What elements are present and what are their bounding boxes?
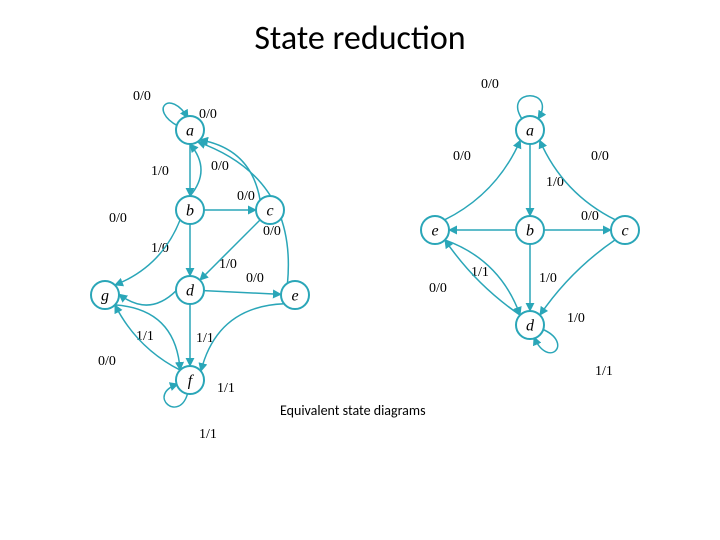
edge-label-c-a: 0/0 bbox=[591, 149, 609, 164]
edge-b-g bbox=[115, 220, 180, 285]
edge-label-g-f: 0/0 bbox=[98, 354, 116, 369]
edge-label-a-a: 0/0 bbox=[133, 89, 151, 104]
state-label-e: e bbox=[431, 223, 438, 240]
edge-label-b-c: 0/0 bbox=[237, 189, 255, 204]
edge-label-a-b: 1/0 bbox=[151, 164, 169, 179]
state-label-d: d bbox=[526, 318, 535, 335]
edge-label-a-a: 0/0 bbox=[481, 77, 499, 92]
edge-label-d-d: 1/1 bbox=[595, 364, 613, 379]
state-diagram-svg: 0/0 1/0 0/0 0/0 0/0 1/0 1/0 0/0 0/0 1/1 1/1 1/1 0/0 0… bbox=[0, 60, 720, 520]
edge-label-c-d: 1/0 bbox=[567, 311, 585, 326]
state-label-c: c bbox=[621, 223, 628, 240]
edge-label-f-f: 1/1 bbox=[199, 427, 217, 442]
edge-label-b-g: 0/0 bbox=[109, 211, 127, 226]
state-label-b: b bbox=[186, 203, 194, 220]
state-label-a: a bbox=[526, 123, 534, 140]
edge-label-c-d: 1/0 bbox=[219, 257, 237, 272]
edge-label-e-f: 1/1 bbox=[217, 381, 235, 396]
edge-label-b-d: 1/0 bbox=[539, 271, 557, 286]
page-title: State reduction bbox=[0, 18, 720, 59]
state-label-a: a bbox=[186, 123, 194, 140]
edge-label-e-d: 0/0 bbox=[429, 281, 447, 296]
edge-d-g bbox=[119, 291, 176, 305]
edge-label-e-a: 0/0 bbox=[263, 224, 281, 239]
edge-label-c-a: 0/0 bbox=[199, 107, 217, 122]
state-label-c: c bbox=[266, 203, 273, 220]
edge-b-a bbox=[190, 144, 201, 196]
edge-label-b-e: 1/1 bbox=[471, 265, 489, 280]
edge-label-d-e: 0/0 bbox=[246, 271, 264, 286]
edge-d-e bbox=[204, 291, 281, 295]
state-label-b: b bbox=[526, 223, 534, 240]
edge-label-b-c: 0/0 bbox=[581, 209, 599, 224]
state-label-e: e bbox=[291, 288, 298, 305]
right-diagram: 0/01/00/00/00/01/10/01/01/01/1abecd bbox=[421, 77, 639, 379]
edge-label-e-a: 0/0 bbox=[453, 149, 471, 164]
edge-label-d-g: 1/1 bbox=[136, 329, 154, 344]
state-label-g: g bbox=[101, 288, 109, 305]
edge-label-b-a: 0/0 bbox=[211, 159, 229, 174]
state-label-d: d bbox=[186, 283, 195, 300]
left-diagram: 0/01/00/00/00/01/01/00/00/01/11/11/10/00… bbox=[91, 89, 309, 442]
